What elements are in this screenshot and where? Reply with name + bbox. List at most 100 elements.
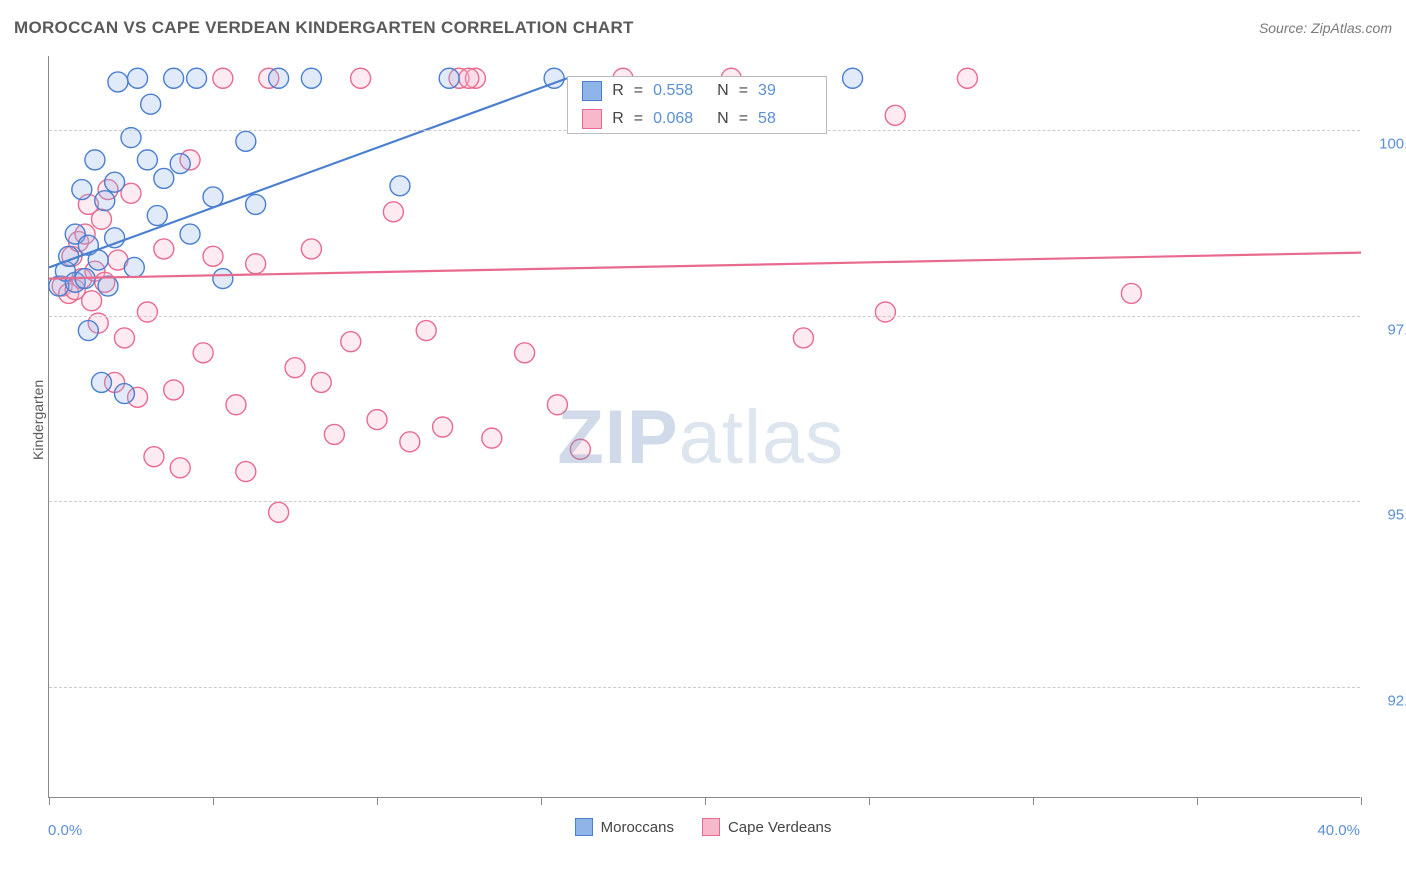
scatter-point	[246, 194, 266, 214]
x-tick	[869, 797, 870, 805]
scatter-point	[416, 321, 436, 341]
legend-label: Moroccans	[601, 819, 674, 836]
x-tick	[213, 797, 214, 805]
scatter-point	[875, 302, 895, 322]
stat-eq: =	[739, 82, 748, 100]
scatter-point	[515, 343, 535, 363]
legend-swatch	[575, 818, 593, 836]
legend-item: Moroccans	[575, 818, 674, 836]
x-tick	[705, 797, 706, 805]
scatter-point	[843, 68, 863, 88]
x-tick	[541, 797, 542, 805]
scatter-point	[269, 502, 289, 522]
scatter-point	[269, 68, 289, 88]
scatter-point	[164, 68, 184, 88]
stats-swatch	[582, 109, 602, 129]
x-tick	[49, 797, 50, 805]
scatter-point	[301, 68, 321, 88]
scatter-point	[203, 246, 223, 266]
scatter-point	[147, 206, 167, 226]
stat-r-label: R	[612, 110, 624, 128]
scatter-point	[885, 105, 905, 125]
watermark: ZIPatlas	[557, 394, 844, 481]
legend-swatch	[702, 818, 720, 836]
scatter-point	[351, 68, 371, 88]
scatter-point	[226, 395, 246, 415]
stat-r-value: 0.068	[653, 110, 707, 128]
legend-label: Cape Verdeans	[728, 819, 831, 836]
stat-eq: =	[739, 110, 748, 128]
y-tick-label: 95.0%	[1370, 507, 1406, 524]
stats-swatch	[582, 81, 602, 101]
scatter-point	[213, 269, 233, 289]
scatter-point	[285, 358, 305, 378]
scatter-point	[128, 68, 148, 88]
y-tick-label: 92.5%	[1370, 692, 1406, 709]
scatter-point	[91, 372, 111, 392]
scatter-point	[301, 239, 321, 259]
scatter-point	[193, 343, 213, 363]
x-tick	[1033, 797, 1034, 805]
scatter-point	[246, 254, 266, 274]
scatter-point	[137, 150, 157, 170]
scatter-point	[164, 380, 184, 400]
stats-row: R = 0.068 N = 58	[568, 105, 826, 133]
plot-area: 92.5%95.0%97.5%100.0%ZIPatlasR=0.558N=39…	[48, 56, 1360, 798]
scatter-point	[439, 68, 459, 88]
scatter-point	[236, 462, 256, 482]
y-tick-label: 100.0%	[1370, 136, 1406, 153]
chart-title: MOROCCAN VS CAPE VERDEAN KINDERGARTEN CO…	[14, 18, 634, 38]
stat-eq: =	[634, 110, 643, 128]
scatter-point	[793, 328, 813, 348]
legend-bottom: Moroccans Cape Verdeans	[0, 818, 1406, 836]
scatter-point	[154, 168, 174, 188]
scatter-point	[91, 209, 111, 229]
stat-n-label: N	[717, 110, 729, 128]
scatter-point	[341, 332, 361, 352]
scatter-point	[236, 131, 256, 151]
y-tick-label: 97.5%	[1370, 321, 1406, 338]
scatter-point	[105, 228, 125, 248]
stat-eq: =	[634, 82, 643, 100]
scatter-point	[95, 191, 115, 211]
scatter-point	[400, 432, 420, 452]
x-tick	[377, 797, 378, 805]
stats-row: R=0.558N=39	[568, 77, 826, 105]
scatter-point	[105, 172, 125, 192]
scatter-point	[114, 384, 134, 404]
scatter-point	[98, 276, 118, 296]
scatter-point	[141, 94, 161, 114]
scatter-point	[144, 447, 164, 467]
stat-n-label: N	[717, 82, 729, 100]
scatter-point	[433, 417, 453, 437]
source-label: Source: ZipAtlas.com	[1259, 20, 1392, 36]
stat-n-value: 58	[758, 110, 812, 128]
x-tick	[1197, 797, 1198, 805]
scatter-point	[180, 224, 200, 244]
scatter-point	[114, 328, 134, 348]
gridline-h	[49, 687, 1360, 688]
scatter-point	[367, 410, 387, 430]
scatter-point	[108, 72, 128, 92]
scatter-point	[482, 428, 502, 448]
scatter-point	[170, 458, 190, 478]
scatter-point	[72, 180, 92, 200]
stat-r-value: 0.558	[653, 82, 707, 100]
scatter-point	[78, 321, 98, 341]
scatter-point	[187, 68, 207, 88]
stats-box: R = 0.558 N = 39 R = 0.068 N = 58	[567, 76, 827, 134]
x-tick-label-max: 40.0%	[1317, 822, 1360, 839]
gridline-h	[49, 501, 1360, 502]
legend-item: Cape Verdeans	[702, 818, 831, 836]
stat-n-value: 39	[758, 82, 812, 100]
x-tick	[1361, 797, 1362, 805]
scatter-point	[311, 372, 331, 392]
scatter-point	[137, 302, 157, 322]
scatter-point	[459, 68, 479, 88]
scatter-point	[324, 424, 344, 444]
scatter-point	[154, 239, 174, 259]
scatter-point	[170, 154, 190, 174]
scatter-point	[85, 150, 105, 170]
gridline-h	[49, 316, 1360, 317]
scatter-point	[213, 68, 233, 88]
